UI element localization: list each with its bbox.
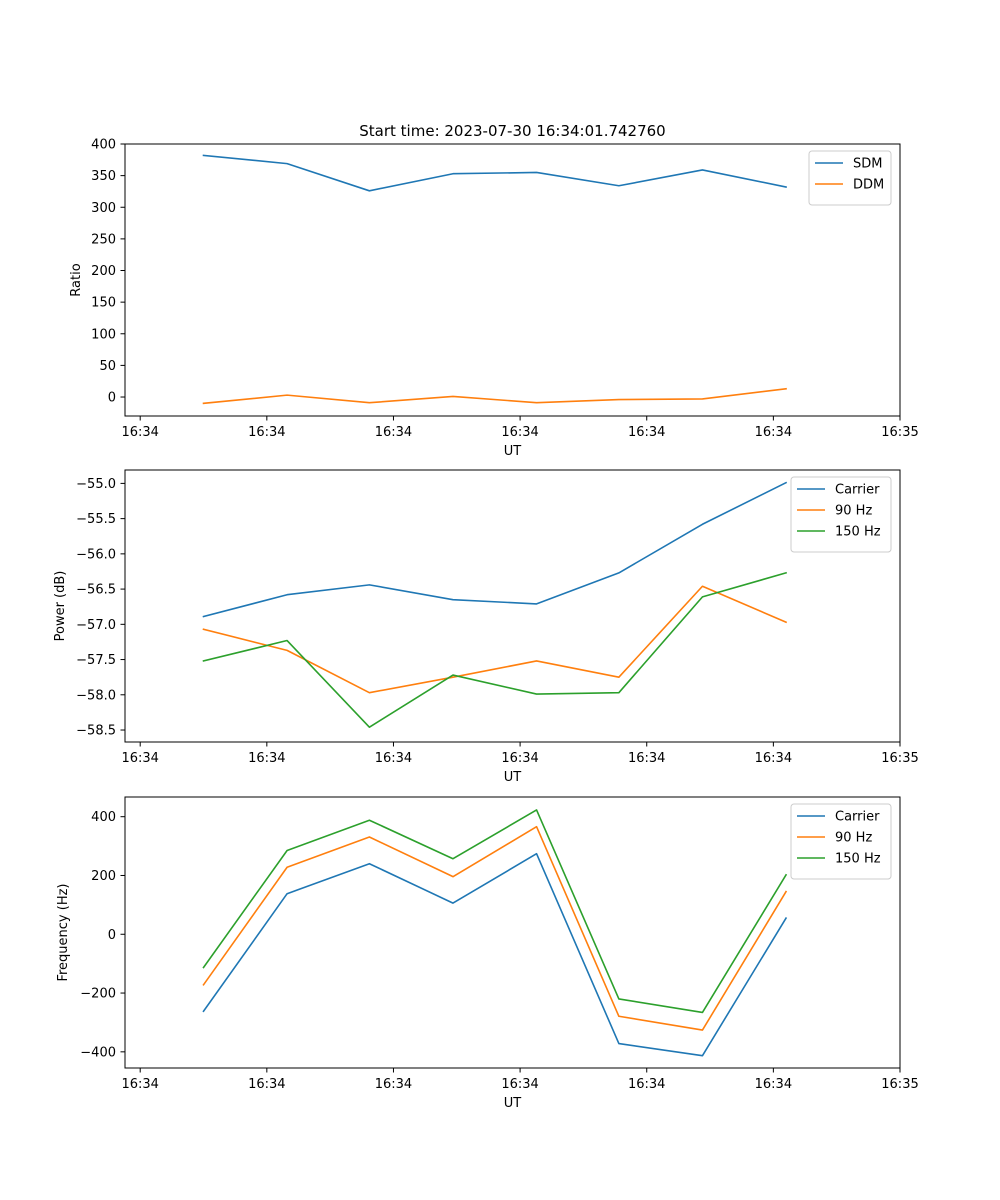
chart-1-legend-label: SDM [853, 157, 882, 172]
chart-1-y-tick-label: 350 [91, 169, 116, 184]
chart-1-y-tick-label: 200 [91, 264, 116, 279]
chart-3-x-tick-label: 16:34 [375, 1077, 412, 1092]
chart-2: 16:34 16:34 16:34 16:34 16:34 16:34 16:35 −58.5… [53, 469, 919, 785]
chart-3-series-carrier-line [202, 852, 788, 1057]
chart-3-x-tick-label: 16:34 [628, 1077, 665, 1092]
chart-3-y-axis-label: Frequency (Hz) [56, 883, 71, 981]
chart-1-x-tick-label: 16:34 [121, 425, 158, 440]
charts-container: 16:34 16:34 16:34 16:34 16:34 16:34 16:35 0 50 10… [53, 138, 919, 1112]
chart-2-axes-frame [124, 469, 901, 743]
chart-3-series-150-hz-line [202, 809, 788, 1014]
chart-3-y-tick-label: 400 [91, 810, 116, 825]
chart-2-x-tick-label: 16:34 [628, 751, 665, 766]
chart-2-x-tick-label: 16:34 [501, 751, 538, 766]
chart-2-y-tick-label: −58.5 [76, 724, 116, 739]
chart-2-series-150-hz-line [202, 571, 788, 729]
chart-3-legend-label: Carrier [835, 810, 880, 825]
chart-3-series-90-hz-line [202, 825, 788, 1031]
chart-3-legend-label: 90 Hz [835, 831, 872, 846]
chart-2-y-axis-label: Power (dB) [53, 571, 68, 642]
chart-3-x-tick-label: 16:34 [248, 1077, 285, 1092]
chart-3-x-tick-label: 16:35 [881, 1077, 918, 1092]
chart-1-x-tick-label: 16:34 [755, 425, 792, 440]
chart-1-y-tick-label: 100 [91, 327, 116, 342]
chart-3-y-tick-label: −200 [80, 987, 116, 1002]
chart-1-axes-frame [124, 143, 901, 417]
chart-2-x-tick-label: 16:34 [121, 751, 158, 766]
chart-1-legend-label: DDM [853, 178, 884, 193]
chart-2-x-tick-label: 16:34 [375, 751, 412, 766]
chart-1-series-ddm-line [202, 387, 787, 405]
chart-2-legend-label: Carrier [835, 483, 880, 498]
chart-2-legend-label: 150 Hz [835, 525, 881, 540]
chart-3-x-tick-label: 16:34 [121, 1077, 158, 1092]
chart-1-y-tick-label: 300 [91, 201, 116, 216]
chart-2-legend-label: 90 Hz [835, 504, 872, 519]
chart-2-y-tick-label: −56.0 [76, 547, 116, 562]
chart-3-x-tick-label: 16:34 [755, 1077, 792, 1092]
chart-1-x-tick-label: 16:34 [375, 425, 412, 440]
chart-2-y-tick-label: −55.0 [76, 477, 116, 492]
chart-1-series-sdm-line [202, 154, 787, 192]
chart-1-y-tick-label: 150 [91, 296, 116, 311]
chart-2-series-carrier-line [202, 481, 788, 618]
chart-2-y-tick-label: −56.5 [76, 583, 116, 598]
chart-1-x-tick-label: 16:35 [881, 425, 918, 440]
chart-1-x-axis-label: UT [504, 444, 522, 459]
chart-3-legend-label: 150 Hz [835, 852, 881, 867]
chart-2-legend: Carrier 90 Hz 150 Hz [790, 476, 892, 553]
chart-2-y-tick-label: −55.5 [76, 512, 116, 527]
chart-1-x-tick-label: 16:34 [628, 425, 665, 440]
chart-1-x-tick-label: 16:34 [248, 425, 285, 440]
chart-1-x-tick-label: 16:34 [501, 425, 538, 440]
chart-1-legend: SDM DDM [808, 150, 892, 206]
chart-1: 16:34 16:34 16:34 16:34 16:34 16:34 16:35 0 50 10… [69, 138, 919, 460]
chart-1-y-tick-label: 0 [108, 391, 116, 406]
chart-1-y-axis-label: Ratio [69, 263, 84, 296]
chart-3-legend: Carrier 90 Hz 150 Hz [790, 803, 892, 880]
chart-3-y-tick-label: −400 [80, 1045, 116, 1060]
chart-3-x-axis-label: UT [504, 1096, 522, 1111]
chart-3-y-tick-label: 0 [108, 928, 116, 943]
chart-3-axes-frame [124, 796, 901, 1069]
chart-2-x-tick-label: 16:34 [248, 751, 285, 766]
chart-1-y-tick-label: 50 [99, 359, 116, 374]
figure-title: Start time: 2023-07-30 16:34:01.742760 [359, 122, 665, 140]
chart-2-legend-box [790, 476, 892, 553]
chart-1-y-tick-label: 250 [91, 232, 116, 247]
chart-3-y-tick-label: 200 [91, 869, 116, 884]
chart-2-x-axis-label: UT [504, 770, 522, 785]
chart-3-x-tick-label: 16:34 [501, 1077, 538, 1092]
chart-2-series-90-hz-line [202, 585, 788, 694]
chart-2-y-tick-label: −58.0 [76, 688, 116, 703]
chart-1-y-tick-label: 400 [91, 138, 116, 153]
chart-3-legend-box [790, 803, 892, 880]
chart-2-y-tick-label: −57.0 [76, 618, 116, 633]
chart-3: 16:34 16:34 16:34 16:34 16:34 16:34 16:35 −400 −… [56, 796, 919, 1111]
chart-2-x-tick-label: 16:34 [755, 751, 792, 766]
chart-1-legend-box [808, 150, 892, 206]
chart-2-x-tick-label: 16:35 [881, 751, 918, 766]
chart-2-y-tick-label: −57.5 [76, 653, 116, 668]
